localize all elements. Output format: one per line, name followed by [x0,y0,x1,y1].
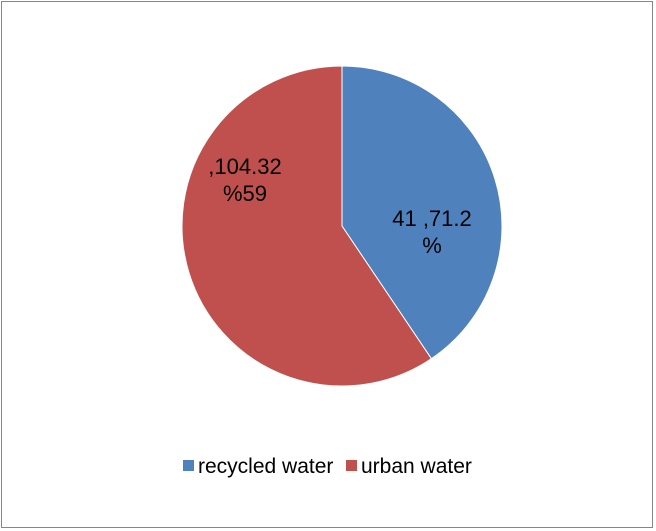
legend-label: recycled water [198,455,333,478]
pie-slices [181,65,503,387]
data-label-urban-water: ,104.32 %59 [208,154,281,206]
pie-slice-urban-water [181,65,433,387]
legend-swatch [346,460,357,471]
data-label-recycled-water: 41 ,71.2% [392,206,472,258]
data-label-line: %59 [223,181,267,206]
legend-label: urban water [361,455,472,478]
data-label-line: 41 ,71.2 [392,206,472,231]
data-label-line: % [422,233,442,258]
legend-swatch [183,460,194,471]
legend-item-urban-water: urban water [346,455,472,478]
pie-labels: 41 ,71.2 % ,104.32 %59 [208,154,471,258]
data-label-line: ,104.32 [208,154,281,179]
legend: recycled water urban water [183,455,472,478]
pie-slice-recycled-water [341,65,503,360]
legend-item-recycled-water: recycled water [183,455,333,478]
